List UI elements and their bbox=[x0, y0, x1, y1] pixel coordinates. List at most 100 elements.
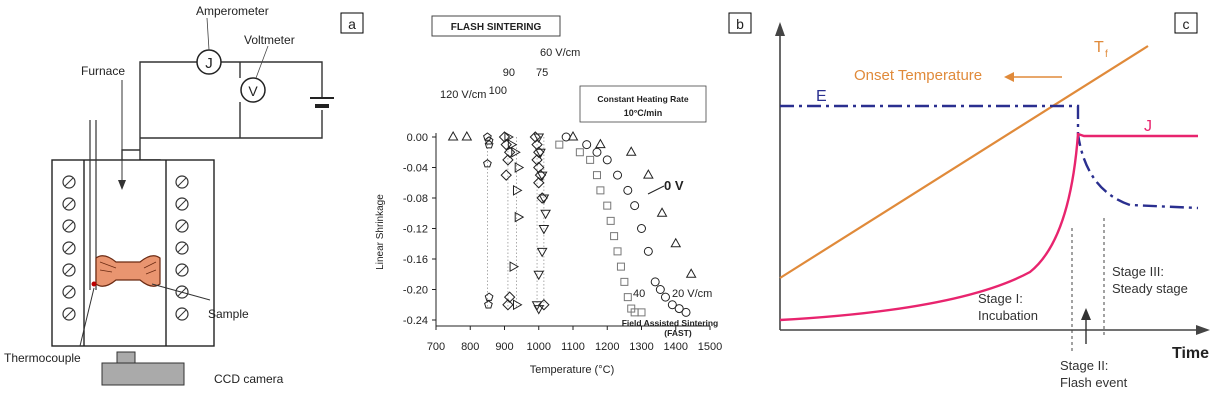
flash-sintering-title: FLASH SINTERING bbox=[451, 22, 542, 33]
field-label-75: 75 bbox=[536, 67, 548, 79]
heating-rate-line1: Constant Heating Rate bbox=[597, 94, 688, 104]
voltmeter-icon: V bbox=[240, 77, 266, 103]
heating-rate-line2: 10°C/min bbox=[624, 108, 663, 118]
curve-label-40: 40 bbox=[633, 288, 645, 300]
data-point bbox=[512, 299, 523, 311]
data-point bbox=[533, 133, 545, 144]
data-point bbox=[613, 170, 623, 180]
panel-b-tag: b bbox=[736, 16, 744, 32]
data-point bbox=[606, 216, 615, 225]
panel-b-axes: 700 800 900 1000 1100 1200 1300 1400 1500 0.00 -0.… bbox=[403, 132, 722, 353]
data-point bbox=[586, 155, 595, 164]
data-point bbox=[616, 262, 625, 271]
furnace-label: Furnace bbox=[81, 64, 125, 78]
stage3-line2: Steady stage bbox=[1112, 281, 1188, 296]
flash-event-arrow bbox=[1081, 308, 1091, 320]
data-point bbox=[540, 209, 551, 220]
data-point bbox=[509, 261, 520, 272]
data-point bbox=[447, 130, 459, 141]
data-point bbox=[500, 138, 512, 151]
sample-icon bbox=[95, 255, 161, 287]
panel-c: c Onset Temperature T f E J Stage I: Inc… bbox=[775, 12, 1210, 390]
data-point bbox=[536, 247, 548, 258]
field-label-60: 60 V/cm bbox=[540, 47, 580, 59]
data-point bbox=[660, 292, 670, 302]
data-point bbox=[511, 146, 521, 158]
data-point bbox=[514, 211, 525, 223]
x-tick-label: 1300 bbox=[629, 341, 653, 353]
data-point bbox=[625, 146, 637, 156]
x-tick-label: 1200 bbox=[595, 341, 619, 353]
data-point bbox=[623, 185, 633, 195]
data-point bbox=[507, 139, 518, 150]
panel-b-guides bbox=[487, 137, 545, 309]
amperometer-label: Amperometer bbox=[196, 4, 269, 18]
time-axis-label: Time bbox=[1172, 345, 1209, 362]
curve-label-0v: 0 V bbox=[664, 178, 684, 193]
panel-a-tag: a bbox=[348, 16, 356, 32]
x-tick-label: 700 bbox=[427, 341, 445, 353]
x-tick-label: 1000 bbox=[527, 341, 551, 353]
data-point bbox=[603, 201, 612, 210]
stage3-line1: Stage III: bbox=[1112, 264, 1164, 279]
thermocouple-label: Thermocouple bbox=[4, 351, 81, 365]
y-tick-label: -0.08 bbox=[403, 193, 428, 205]
data-point bbox=[502, 299, 514, 311]
data-point bbox=[623, 293, 632, 302]
field-label-120: 120 V/cm bbox=[440, 89, 486, 101]
series-0 bbox=[447, 130, 697, 278]
battery-icon bbox=[310, 97, 334, 108]
panel-c-axes bbox=[775, 22, 1210, 335]
onset-temperature-line bbox=[779, 45, 1149, 279]
data-point bbox=[667, 300, 677, 310]
e-field-line bbox=[780, 104, 1199, 210]
data-point bbox=[595, 138, 606, 149]
data-point bbox=[674, 304, 684, 314]
sample-label: Sample bbox=[208, 307, 249, 321]
data-point bbox=[538, 299, 550, 311]
series-7 bbox=[483, 132, 494, 309]
field-label-100: 100 bbox=[489, 85, 507, 97]
data-point bbox=[685, 268, 697, 278]
tf-subscript: f bbox=[1105, 49, 1108, 60]
y-tick-label: -0.16 bbox=[403, 254, 428, 266]
y-axis-label: Linear Shrinkage bbox=[375, 194, 386, 270]
y-tick-label: -0.24 bbox=[403, 315, 428, 327]
data-point bbox=[538, 225, 550, 235]
series-2 bbox=[555, 140, 646, 317]
data-point bbox=[582, 140, 592, 150]
heating-rate-box bbox=[579, 85, 707, 123]
data-point bbox=[643, 246, 653, 256]
ccd-camera-label: CCD camera bbox=[214, 372, 284, 386]
ccd-camera-icon bbox=[101, 351, 185, 386]
data-point bbox=[642, 169, 654, 179]
data-point bbox=[620, 277, 629, 286]
y-tick-label: 0.00 bbox=[407, 132, 428, 144]
x-tick-label: 800 bbox=[461, 341, 479, 353]
data-point bbox=[536, 192, 548, 204]
data-point bbox=[461, 130, 473, 141]
series-4 bbox=[529, 131, 550, 311]
data-point bbox=[533, 161, 545, 174]
x-tick-label: 1100 bbox=[561, 341, 585, 353]
data-point bbox=[681, 307, 691, 317]
data-point bbox=[512, 185, 523, 196]
panel-a: a J V Amperometer Voltmeter bbox=[4, 4, 364, 386]
field-label-90: 90 bbox=[503, 67, 515, 79]
data-point bbox=[575, 148, 584, 157]
stage2-line1: Stage II: bbox=[1060, 358, 1108, 373]
data-point bbox=[514, 162, 525, 173]
data-point bbox=[483, 132, 492, 141]
panel-b: b FLASH SINTERING Constant Heating Rate … bbox=[375, 12, 752, 376]
voltmeter-label: Voltmeter bbox=[244, 33, 295, 47]
e-label: E bbox=[816, 88, 827, 105]
data-point bbox=[502, 154, 514, 166]
data-point bbox=[484, 139, 494, 149]
data-point bbox=[655, 285, 665, 294]
data-point bbox=[602, 155, 612, 165]
data-point bbox=[504, 131, 514, 143]
panel-c-tag: c bbox=[1183, 16, 1190, 32]
x-tick-label: 1500 bbox=[698, 341, 722, 353]
tf-label: T bbox=[1094, 39, 1104, 56]
data-point bbox=[533, 305, 545, 315]
